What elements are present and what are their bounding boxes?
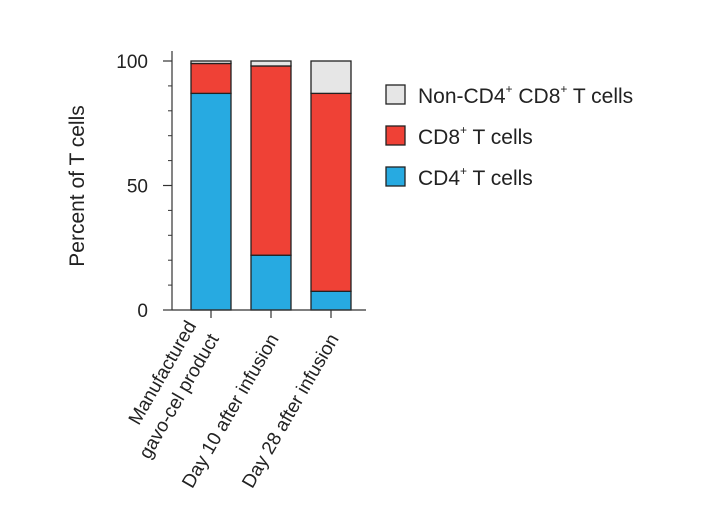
y-axis: 0 50 100 bbox=[116, 51, 173, 322]
y-axis-label: Percent of T cells bbox=[66, 105, 89, 266]
legend-entry: Non-CD4+ CD8+ T cells bbox=[418, 82, 633, 108]
legend-entry: CD4+ T cells bbox=[418, 164, 533, 190]
bar-segment bbox=[250, 254, 292, 311]
bars bbox=[190, 60, 352, 311]
legend-entry: CD8+ T cells bbox=[418, 123, 533, 149]
bar-segment bbox=[250, 65, 292, 256]
legend-swatch bbox=[385, 125, 406, 146]
y-tick-label: 0 bbox=[137, 301, 148, 322]
bar-segment bbox=[250, 60, 292, 67]
legend: Non-CD4+ CD8+ T cells CD8+ T cells CD4+ T … bbox=[385, 82, 633, 190]
bar-segment bbox=[190, 60, 232, 65]
legend-swatch bbox=[385, 166, 406, 187]
bar-segment bbox=[310, 290, 352, 311]
legend-swatch bbox=[385, 84, 406, 105]
bar-segment bbox=[310, 60, 352, 95]
bar-segment bbox=[190, 62, 232, 95]
y-tick-label: 100 bbox=[116, 52, 148, 73]
y-tick-label: 50 bbox=[127, 177, 148, 198]
bar-segment bbox=[310, 92, 352, 292]
bar-segment bbox=[190, 92, 232, 311]
